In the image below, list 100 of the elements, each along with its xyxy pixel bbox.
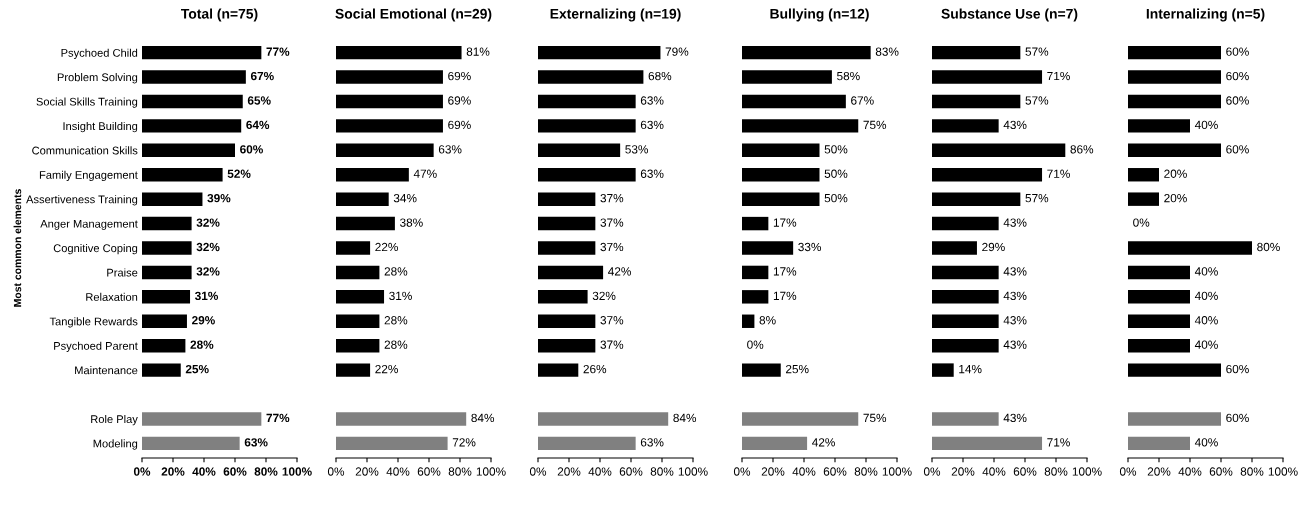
data-label: 40% bbox=[1194, 340, 1218, 349]
y-tick-label: Praise bbox=[107, 268, 138, 277]
data-label: 17% bbox=[773, 291, 797, 300]
data-label: 37% bbox=[600, 218, 624, 227]
data-label: 57% bbox=[1025, 96, 1049, 105]
bar bbox=[742, 412, 859, 426]
y-tick-label: Anger Management bbox=[40, 219, 138, 230]
y-tick-label: Relaxation bbox=[86, 292, 138, 301]
data-label: 33% bbox=[798, 242, 822, 252]
data-label: 40% bbox=[1194, 267, 1218, 276]
data-label: 47% bbox=[413, 169, 437, 178]
x-tick-label: 60% bbox=[1013, 467, 1037, 476]
bar bbox=[932, 314, 999, 328]
data-label: 63% bbox=[244, 438, 268, 447]
data-label: 86% bbox=[1070, 145, 1094, 154]
bar bbox=[742, 314, 755, 328]
y-tick-label: Family Engagement bbox=[39, 170, 138, 182]
x-tick-label: 80% bbox=[254, 467, 278, 476]
y-tick-label: Tangible Rewards bbox=[49, 317, 138, 328]
bar bbox=[538, 436, 636, 451]
bar bbox=[336, 363, 371, 377]
x-tick-label: 0% bbox=[733, 467, 751, 476]
bar bbox=[1128, 412, 1221, 426]
chart-title: Externalizing (n=19) bbox=[550, 8, 681, 22]
data-label: 42% bbox=[812, 438, 835, 447]
bar bbox=[932, 168, 1043, 182]
bar bbox=[1128, 70, 1221, 84]
bar bbox=[1128, 168, 1159, 182]
bar bbox=[142, 412, 262, 426]
data-label: 72% bbox=[452, 438, 476, 447]
data-label: 69% bbox=[448, 71, 471, 81]
bar bbox=[932, 265, 999, 280]
data-label: 32% bbox=[196, 218, 220, 227]
y-tick-label: Psychoed Child bbox=[61, 48, 138, 59]
x-tick-label: 0% bbox=[1119, 467, 1137, 476]
data-label: 26% bbox=[583, 364, 607, 374]
bar bbox=[142, 265, 192, 280]
bar bbox=[142, 241, 192, 255]
data-label: 17% bbox=[773, 218, 797, 227]
data-label: 29% bbox=[192, 316, 215, 325]
y-tick-label: Problem Solving bbox=[57, 73, 138, 84]
data-label: 38% bbox=[400, 218, 423, 227]
x-tick-label: 20% bbox=[1147, 467, 1171, 476]
data-label: 63% bbox=[640, 169, 664, 178]
bar bbox=[142, 363, 181, 377]
y-tick-label: Assertiveness Training bbox=[26, 195, 138, 206]
x-tick-label: 20% bbox=[557, 467, 581, 476]
bar bbox=[1128, 338, 1190, 353]
bar bbox=[142, 436, 240, 451]
bar bbox=[336, 45, 462, 60]
x-tick-label: 80% bbox=[1240, 467, 1264, 476]
bar bbox=[1128, 436, 1190, 451]
data-label: 60% bbox=[1226, 145, 1249, 154]
data-label: 43% bbox=[1003, 340, 1027, 349]
data-label: 52% bbox=[227, 169, 251, 178]
bar bbox=[538, 412, 669, 426]
bar bbox=[142, 314, 187, 328]
bar bbox=[1128, 290, 1190, 304]
data-label: 68% bbox=[648, 71, 672, 81]
bar bbox=[538, 363, 579, 377]
x-tick-label: 100% bbox=[282, 467, 312, 476]
bar bbox=[336, 338, 380, 353]
data-label: 43% bbox=[1003, 120, 1027, 130]
x-tick-label: 60% bbox=[223, 467, 247, 476]
bar bbox=[336, 192, 389, 206]
data-label: 69% bbox=[448, 120, 471, 130]
data-label: 32% bbox=[592, 291, 616, 301]
bar bbox=[1128, 265, 1190, 280]
x-tick-label: 0% bbox=[923, 467, 941, 476]
bar bbox=[336, 143, 434, 158]
x-tick-label: 40% bbox=[982, 467, 1006, 476]
data-label: 31% bbox=[194, 291, 219, 301]
bar bbox=[142, 143, 235, 158]
data-label: 0% bbox=[747, 340, 764, 349]
bar bbox=[142, 168, 223, 182]
bar bbox=[336, 314, 380, 328]
data-label: 42% bbox=[608, 267, 631, 276]
y-tick-label: Insight Building bbox=[63, 121, 138, 133]
x-tick-label: 0% bbox=[327, 467, 345, 476]
data-label: 28% bbox=[384, 340, 408, 349]
x-tick-label: 40% bbox=[1178, 467, 1202, 476]
x-tick-label: 40% bbox=[588, 467, 612, 476]
bar bbox=[1128, 314, 1190, 328]
data-label: 60% bbox=[1226, 96, 1249, 105]
bar bbox=[336, 265, 380, 280]
bar bbox=[1128, 143, 1221, 158]
bar bbox=[742, 45, 871, 60]
data-label: 77% bbox=[266, 413, 290, 423]
data-label: 37% bbox=[600, 193, 624, 203]
chart-title: Internalizing (n=5) bbox=[1146, 8, 1265, 22]
data-label: 29% bbox=[982, 242, 1005, 252]
bar bbox=[932, 70, 1043, 84]
y-axis-title: Most common elements bbox=[13, 189, 22, 307]
data-label: 32% bbox=[196, 267, 220, 276]
data-label: 28% bbox=[384, 267, 408, 276]
data-label: 57% bbox=[1025, 47, 1049, 56]
data-label: 75% bbox=[863, 120, 887, 130]
bar bbox=[932, 412, 999, 426]
bar bbox=[538, 192, 596, 206]
chart-title: Bullying (n=12) bbox=[770, 8, 869, 22]
